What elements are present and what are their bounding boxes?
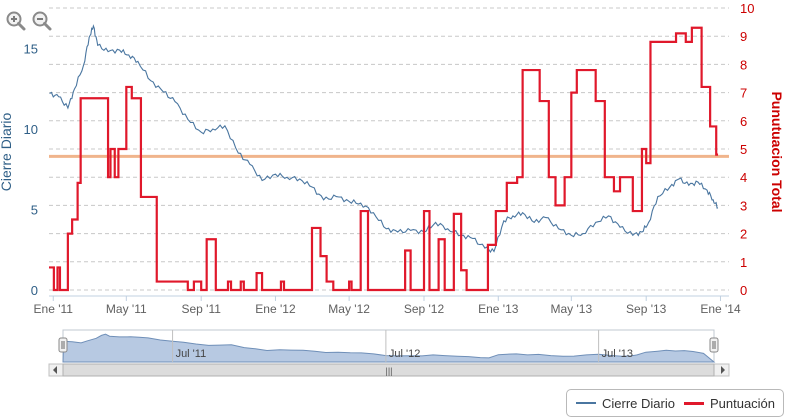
right-tick-label: 7 [740,86,747,101]
right-tick-label: 0 [740,283,747,298]
plot-area [49,24,719,292]
navigator-tick-label: Jul '13 [602,348,633,360]
left-tick-label: 15 [24,42,38,57]
navigator: Jul '11 Jul '12 Jul '13 ||| [48,329,730,377]
legend-swatch-cierre-diario [576,402,596,404]
scrollbar-grip-icon: ||| [385,366,392,376]
x-tick-label: May '11 [106,302,147,316]
right-tick-label: 5 [740,142,747,157]
right-tick-label: 10 [740,1,754,16]
x-tick-label: Sep '13 [626,302,667,316]
grid-lines [49,7,729,297]
legend-item-puntuacion[interactable]: Puntuación [675,396,775,411]
scroll-left-arrow-icon[interactable] [53,366,57,374]
legend-label-puntuacion: Puntuación [709,395,776,411]
left-tick-label: 5 [31,203,38,218]
right-tick-label: 3 [740,198,747,213]
x-tick-label: Ene '13 [478,302,519,316]
right-tick-label: 9 [740,29,747,44]
navigator-left-handle[interactable] [58,337,68,353]
series-line-cierre-diario[interactable] [49,24,719,254]
right-tick-label: 8 [740,57,747,72]
legend-label-cierre-diario: Cierre Diario [602,395,675,411]
right-tick-label: 1 [740,255,747,270]
x-tick-label: Ene '11 [34,302,74,316]
chart-legend: Cierre Diario Puntuación [566,389,784,417]
x-tick-label: Sep '11 [181,302,221,316]
x-tick-label: Ene '12 [255,302,296,316]
x-tick-label: Sep '12 [404,302,445,316]
right-tick-label: 6 [740,114,747,129]
right-tick-label: 2 [740,227,747,242]
left-tick-label: 10 [24,122,38,137]
zoom-out-icon[interactable] [31,10,53,32]
legend-item-cierre-diario[interactable]: Cierre Diario [567,396,675,411]
navigator-tick-label: Jul '12 [389,348,420,360]
left-axis-title: Cierre Diario [0,113,14,192]
left-axis: Cierre Diario 0 5 10 15 [0,42,38,299]
x-tick-label: Ene '14 [700,302,741,316]
x-axis: Ene '11 May '11 Sep '11 Ene '12 May '12 Sep '… [34,296,741,316]
legend-swatch-puntuacion [683,401,704,405]
series-line-puntuacion[interactable] [49,26,719,292]
navigator-tick-label: Jul '11 [176,348,207,360]
scroll-right-arrow-icon[interactable] [721,366,725,374]
right-axis-title: Punutuacion Total [769,91,785,212]
navigator-series [62,333,716,363]
x-tick-label: May '13 [550,302,592,316]
right-tick-label: 4 [740,170,747,185]
scrollbar-thumb[interactable] [62,363,715,377]
left-tick-label: 0 [31,283,38,298]
zoom-in-icon[interactable] [5,10,27,32]
navigator-right-handle[interactable] [709,337,719,353]
x-tick-label: May '12 [328,302,370,316]
right-axis: Punutuacion Total 0 1 2 3 4 5 6 7 8 9 10 [740,1,785,298]
